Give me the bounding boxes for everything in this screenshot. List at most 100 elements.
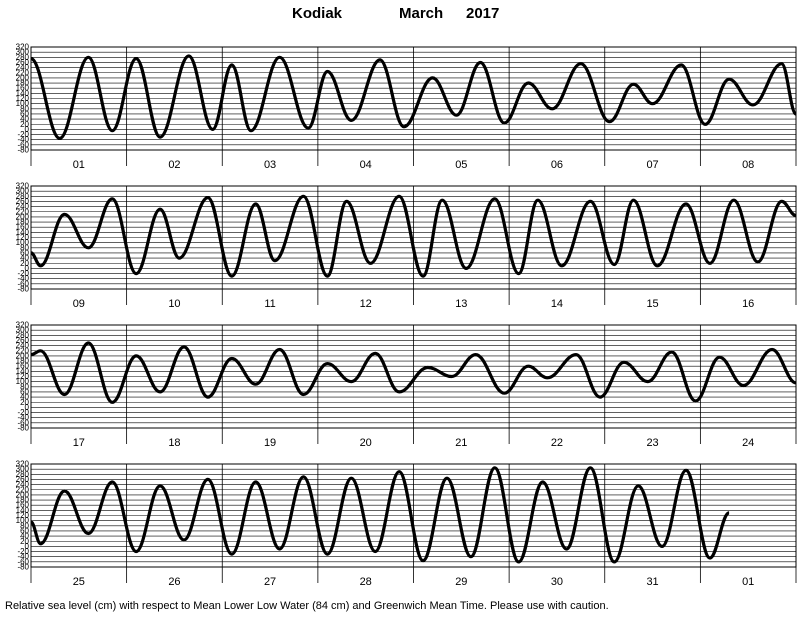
y-tick-label: -80 [17,424,29,433]
y-tick-label: 140 [16,506,30,515]
y-tick-label: 200 [16,212,30,221]
y-tick-label: 20 [20,398,29,407]
y-tick-label: 0 [25,403,30,412]
y-tick-label: 120 [16,94,30,103]
y-tick-label: 20 [20,537,29,546]
tide-curve-panel-1 [31,54,796,140]
y-tick-label: 260 [16,336,30,345]
y-tick-label: 220 [16,346,30,355]
footnote: Relative sea level (cm) with respect to … [5,600,609,612]
y-tick-label: 140 [16,89,30,98]
y-tick-label: 320 [16,43,30,52]
y-tick-label: 80 [20,521,29,530]
y-tick-label: 160 [16,362,30,371]
y-tick-label: 260 [16,197,30,206]
day-label: 14 [551,298,563,310]
y-tick-label: 0 [25,125,30,134]
y-tick-label: 300 [16,48,30,57]
day-label: 31 [646,576,658,588]
day-label: 02 [168,159,180,171]
y-tick-label: -80 [17,146,29,155]
y-tick-label: 220 [16,68,30,77]
y-tick-label: -40 [17,274,29,283]
y-tick-label: 120 [16,511,30,520]
day-label: 28 [360,576,372,588]
day-label: 13 [455,298,467,310]
y-tick-label: -60 [17,557,29,566]
y-tick-label: 80 [20,243,29,252]
day-label: 03 [264,159,276,171]
y-tick-label: 320 [16,182,30,191]
y-tick-label: -80 [17,563,29,572]
day-label: 05 [455,159,467,171]
y-tick-label: -40 [17,135,29,144]
month-name: March [399,5,444,22]
y-tick-label: 320 [16,321,30,330]
day-label: 16 [742,298,754,310]
day-label: 24 [742,437,754,449]
y-tick-label: -20 [17,269,29,278]
day-label: 20 [360,437,372,449]
day-label: 12 [360,298,372,310]
y-tick-label: 280 [16,53,30,62]
panel-4: -80-60-40-200204060801001201401601802002… [16,460,797,588]
y-tick-label: 100 [16,516,30,525]
y-tick-label: 60 [20,387,29,396]
y-tick-label: 40 [20,254,29,263]
y-tick-label: 120 [16,233,30,242]
day-label: 18 [168,437,180,449]
y-tick-label: 140 [16,367,30,376]
day-label: 10 [168,298,180,310]
day-label: 22 [551,437,563,449]
day-label: 01 [73,159,85,171]
panel-3: -80-60-40-200204060801001201401601802002… [16,321,797,449]
y-tick-label: 60 [20,248,29,257]
y-tick-label: 140 [16,228,30,237]
day-label: 26 [168,576,180,588]
y-tick-label: 240 [16,341,30,350]
y-tick-label: 100 [16,377,30,386]
tide-curve-panel-3 [31,341,796,404]
tide-curve-panel-4 [31,466,731,564]
day-label: 07 [646,159,658,171]
y-tick-label: 200 [16,73,30,82]
y-tick-label: 180 [16,79,30,88]
y-tick-label: 180 [16,496,30,505]
y-tick-label: 160 [16,84,30,93]
y-tick-label: 260 [16,58,30,67]
day-label: 29 [455,576,467,588]
y-tick-label: 80 [20,104,29,113]
y-tick-label: 320 [16,460,30,469]
day-label: 11 [264,298,275,310]
station-name: Kodiak [292,5,343,22]
day-label: 15 [646,298,658,310]
y-tick-label: 280 [16,470,30,479]
y-tick-label: 20 [20,259,29,268]
day-label: 17 [73,437,85,449]
y-tick-label: 220 [16,207,30,216]
y-tick-label: 180 [16,218,30,227]
y-tick-label: 40 [20,115,29,124]
day-label: 25 [73,576,85,588]
y-tick-label: -20 [17,130,29,139]
day-label: 23 [646,437,658,449]
y-tick-label: -60 [17,140,29,149]
y-tick-label: 200 [16,351,30,360]
y-tick-label: 180 [16,357,30,366]
y-tick-label: -20 [17,547,29,556]
y-tick-label: 280 [16,192,30,201]
y-tick-label: 200 [16,490,30,499]
y-tick-label: 60 [20,109,29,118]
y-tick-label: 240 [16,480,30,489]
day-label: 27 [264,576,276,588]
y-tick-label: 100 [16,99,30,108]
y-tick-label: 60 [20,526,29,535]
panel-2: -80-60-40-200204060801001201401601802002… [16,182,797,310]
y-tick-label: 300 [16,187,30,196]
y-tick-label: 0 [25,542,30,551]
y-tick-label: 80 [20,382,29,391]
y-tick-label: 160 [16,501,30,510]
y-tick-label: 240 [16,202,30,211]
y-tick-label: 280 [16,331,30,340]
